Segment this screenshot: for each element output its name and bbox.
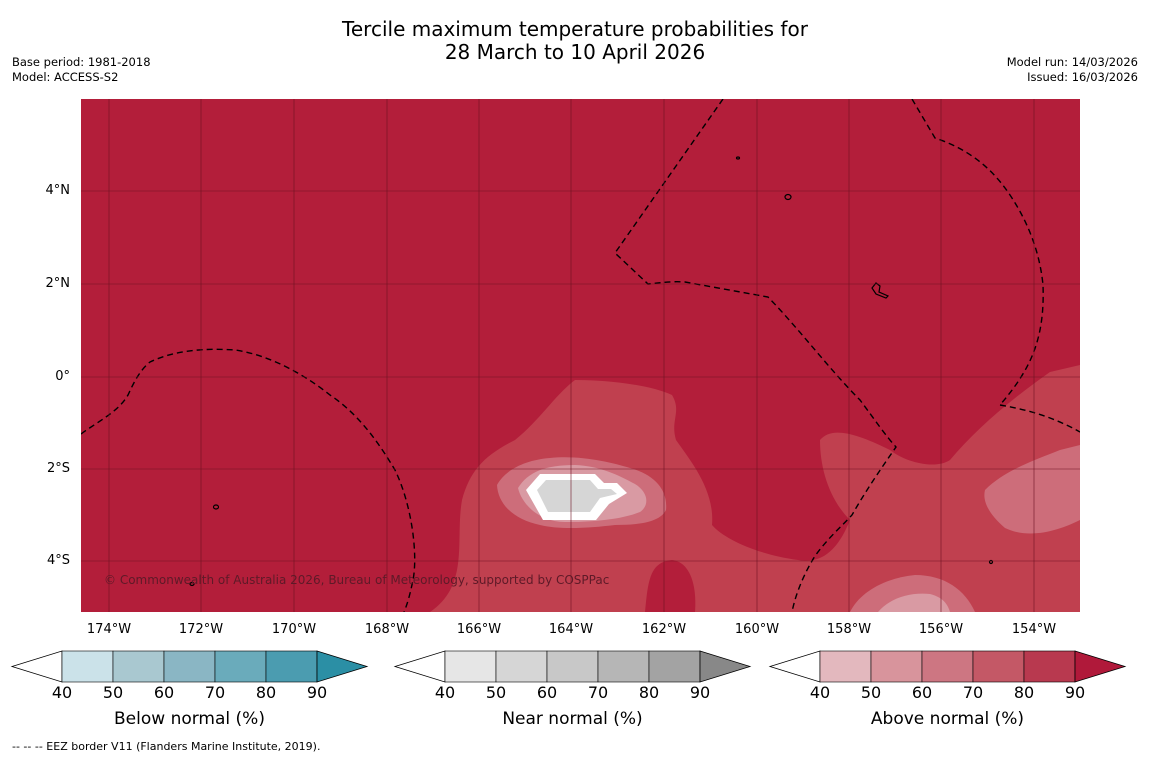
- model-run-date: Model run: 14/03/2026: [1006, 55, 1138, 69]
- map-panel: [81, 99, 1080, 612]
- colorbar-tick: 80: [638, 683, 660, 702]
- longitude-label: 168°W: [364, 622, 410, 637]
- colorbar-tick: 70: [962, 683, 984, 702]
- island: [784, 193, 792, 201]
- latitude-label: 2°S: [46, 461, 70, 476]
- colorbar-segment: [870, 650, 923, 683]
- above-normal-50-south: [878, 593, 950, 612]
- longitude-label: 162°W: [641, 622, 687, 637]
- colorbar-segment: [972, 650, 1025, 683]
- base-period: Base period: 1981-2018: [12, 55, 151, 69]
- model-info: Base period: 1981-2018 Model: ACCESS-S2: [12, 55, 151, 85]
- latitude-label: 0°: [55, 369, 70, 384]
- colorbar-segment: [546, 650, 599, 683]
- islands: [189, 156, 994, 587]
- colorbar-tick: 50: [102, 683, 124, 702]
- colorbar-segment: [444, 650, 497, 683]
- longitude-label: 156°W: [918, 622, 964, 637]
- run-info: Model run: 14/03/2026 Issued: 16/03/2026: [1007, 55, 1138, 85]
- longitude-label: 160°W: [734, 622, 780, 637]
- copyright-notice: © Commonwealth of Australia 2026, Bureau…: [104, 573, 610, 587]
- colorbar-segment: [214, 650, 267, 683]
- title-line-2: 28 March to 10 April 2026: [444, 40, 706, 64]
- island: [189, 581, 195, 587]
- colorbar-tick: 40: [809, 683, 831, 702]
- colorbar-tick: 80: [1013, 683, 1035, 702]
- longitude-label: 170°W: [271, 622, 317, 637]
- colorbars: [10, 650, 1127, 683]
- above-normal-80-patch: [645, 560, 696, 612]
- colorbar-segment: [1023, 650, 1076, 683]
- colorbar: [10, 650, 369, 683]
- colorbar-tick: 90: [689, 683, 711, 702]
- colorbar-title: Below normal (%): [114, 709, 265, 729]
- colorbar-tick: 50: [860, 683, 882, 702]
- colorbar-segment: [597, 650, 650, 683]
- longitude-label: 174°W: [86, 622, 132, 637]
- island: [988, 559, 994, 565]
- colorbar-high-arrow: [316, 650, 369, 683]
- graticule: [81, 99, 1080, 612]
- longitude-label: 172°W: [178, 622, 224, 637]
- above-normal-60-east: [984, 445, 1080, 534]
- latitude-label: 2°N: [45, 276, 71, 291]
- colorbar-low-arrow: [10, 650, 63, 683]
- near-normal-40-region: [537, 480, 617, 512]
- issued-date: Issued: 16/03/2026: [1027, 70, 1138, 84]
- colorbar-tick: 50: [485, 683, 507, 702]
- model-name: Model: ACCESS-S2: [12, 70, 119, 84]
- island: [735, 156, 741, 160]
- eez-border-east: [911, 99, 1044, 406]
- colorbar-tick: 60: [153, 683, 175, 702]
- eez-border-central: [614, 99, 897, 612]
- longitude-label: 164°W: [548, 622, 594, 637]
- longitude-label: 158°W: [826, 622, 872, 637]
- colorbar-tick: 40: [434, 683, 456, 702]
- colorbar-segment: [112, 650, 165, 683]
- longitude-label: 154°W: [1011, 622, 1057, 637]
- eez-borders: [81, 99, 1080, 612]
- island: [212, 504, 220, 510]
- colorbar-segment: [819, 650, 872, 683]
- colorbar-tick: 90: [306, 683, 328, 702]
- colorbar-low-arrow: [768, 650, 821, 683]
- latitude-label: 4°N: [45, 183, 71, 198]
- eez-border-east-2: [999, 404, 1080, 433]
- colorbar-tick: 90: [1064, 683, 1086, 702]
- colorbar-tick: 60: [911, 683, 933, 702]
- map-title: Tercile maximum temperature probabilitie…: [0, 18, 1150, 64]
- colorbar-segment: [921, 650, 974, 683]
- colorbar-segment: [61, 650, 114, 683]
- colorbar-high-arrow: [699, 650, 752, 683]
- colorbar-tick: 80: [255, 683, 277, 702]
- colorbar-segment: [265, 650, 318, 683]
- colorbar-segment: [648, 650, 701, 683]
- colorbar-title: Near normal (%): [502, 709, 643, 729]
- eez-border-west: [81, 348, 416, 612]
- colorbar-tick: 70: [587, 683, 609, 702]
- colorbar-high-arrow: [1074, 650, 1127, 683]
- colorbar-segment: [495, 650, 548, 683]
- colorbar-tick: 60: [536, 683, 558, 702]
- colorbar: [768, 650, 1127, 683]
- title-line-1: Tercile maximum temperature probabilitie…: [342, 17, 808, 41]
- colorbar-tick: 40: [51, 683, 73, 702]
- colorbar: [393, 650, 752, 683]
- longitude-label: 166°W: [456, 622, 502, 637]
- colorbar-low-arrow: [393, 650, 446, 683]
- island: [871, 282, 890, 299]
- colorbar-title: Above normal (%): [870, 709, 1025, 729]
- colorbar-tick: 70: [204, 683, 226, 702]
- latitude-label: 4°S: [46, 553, 70, 568]
- colorbar-segment: [163, 650, 216, 683]
- eez-footnote: -- -- -- EEZ border V11 (Flanders Marine…: [12, 740, 321, 753]
